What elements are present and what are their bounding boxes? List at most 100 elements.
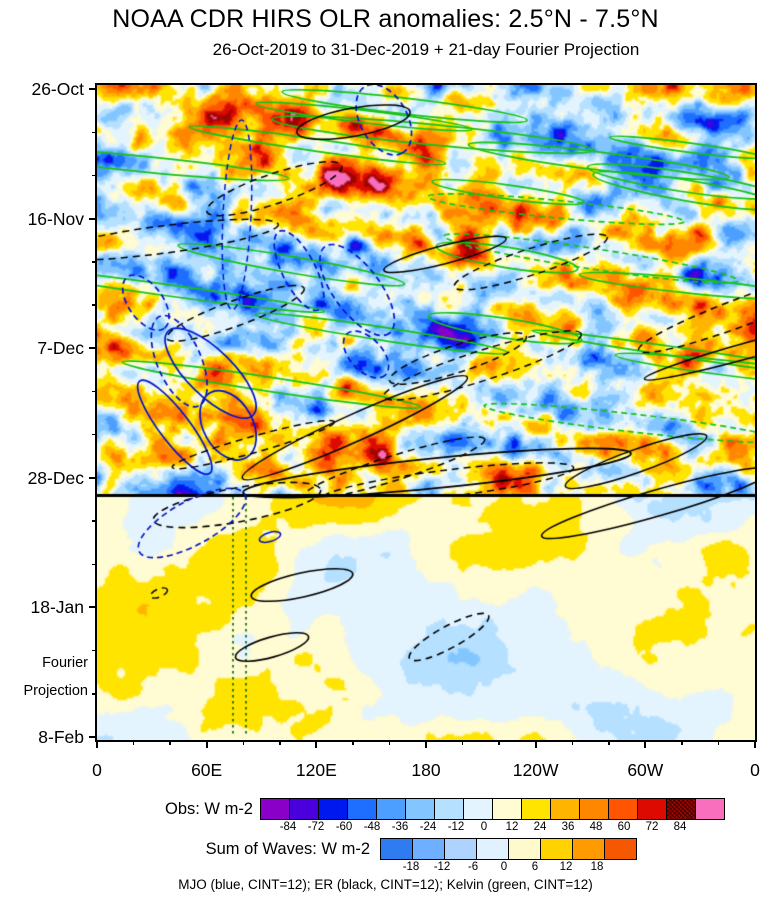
colorbar-tick-label: -12 (447, 821, 465, 833)
colorbar-label: Obs: W m-2 (164, 800, 253, 818)
colorbar-tick-label: -36 (391, 821, 409, 833)
x-axis-longitude-label: 60E (191, 760, 223, 780)
x-minor-tick (132, 740, 135, 745)
colorbar-segment (696, 799, 724, 819)
x-major-tick (96, 740, 98, 748)
x-minor-tick (608, 740, 610, 745)
colorbar-tick-label: 60 (617, 821, 631, 833)
colorbar-tick-label: -12 (433, 861, 451, 873)
colorbar-tick-label: 36 (561, 821, 575, 833)
y-major-tick (89, 476, 97, 479)
colorbar-segment (381, 839, 413, 859)
colorbar-segment (573, 839, 605, 859)
y-minor-tick (92, 304, 97, 306)
x-axis-longitude-label: 180 (411, 760, 441, 780)
colorbar-segment (377, 799, 406, 819)
colorbar-tick-label: -48 (363, 821, 381, 833)
colorbar-segment (667, 799, 696, 819)
y-minor-tick (92, 649, 97, 652)
x-major-tick (205, 740, 208, 748)
colorbar-segment (551, 799, 580, 819)
colorbar-segment (435, 799, 464, 819)
colorbar-segment (261, 799, 290, 819)
x-minor-tick (717, 740, 720, 745)
x-axis-longitude-label: 0 (750, 760, 760, 780)
y-axis-date-label: 7-Dec (37, 338, 84, 359)
colorbar-segment (541, 839, 573, 859)
y-major-tick (89, 347, 97, 350)
x-major-tick (754, 740, 756, 748)
colorbar-segment (445, 839, 477, 859)
y-minor-tick (92, 174, 97, 177)
y-major-tick (89, 88, 97, 90)
colorbar-segment (477, 839, 509, 859)
x-minor-tick (242, 740, 245, 745)
x-minor-tick (169, 740, 171, 745)
y-axis-date-label: 26-Oct (31, 79, 84, 99)
y-axis-date-label: 18-Jan (30, 597, 84, 618)
colorbar-tick-label: 24 (533, 821, 547, 833)
y-major-tick (89, 736, 97, 738)
y-minor-tick (92, 563, 97, 565)
colorbar-tick-label: 84 (673, 821, 687, 833)
hovmoller-field-canvas (97, 85, 755, 740)
colorbar-tick-label: -72 (307, 821, 325, 833)
x-axis-longitude-label: 0 (92, 760, 102, 780)
colorbar-tick-label: 6 (531, 861, 539, 873)
y-minor-tick (92, 693, 97, 695)
colorbar-segment (609, 799, 638, 819)
y-axis-date-label: 28-Dec (27, 467, 84, 488)
colorbar-segment (464, 799, 493, 819)
x-minor-tick (461, 740, 464, 745)
x-major-tick (315, 740, 318, 748)
x-major-tick (534, 740, 537, 748)
page-title: NOAA CDR HIRS OLR anomalies: 2.5°N - 7.5… (112, 5, 659, 33)
colorbar-segment (638, 799, 667, 819)
y-minor-tick (92, 131, 97, 133)
colorbar-tick-label: 18 (590, 861, 604, 873)
y-axis-date-label: 8-Feb (38, 727, 84, 747)
y-minor-tick (92, 261, 97, 263)
colorbar-tick-label: -24 (419, 821, 437, 833)
x-minor-tick (352, 740, 354, 745)
x-minor-tick (388, 740, 391, 745)
colorbar-tick-label: 0 (480, 821, 488, 833)
colorbar-tick-label: -6 (467, 861, 479, 873)
y-minor-tick (92, 433, 97, 436)
colorbar (260, 798, 725, 820)
colorbar-tick-label: 12 (559, 861, 573, 873)
colorbar-segment (493, 799, 522, 819)
x-axis-longitude-label: 120W (512, 760, 559, 780)
y-major-tick (89, 217, 97, 220)
colorbar-segment (290, 799, 319, 819)
colorbar-tick-label: -84 (279, 821, 297, 833)
y-major-tick (89, 606, 97, 609)
x-minor-tick (571, 740, 574, 745)
chart-subtitle: 26-Oct-2019 to 31-Dec-2019 + 21-day Four… (212, 40, 640, 59)
y-minor-tick (92, 520, 97, 522)
colorbar (380, 838, 637, 860)
y-minor-tick (92, 390, 97, 393)
colorbar-segment (413, 839, 445, 859)
contour-legend-caption: MJO (blue, CINT=12); ER (black, CINT=12)… (178, 877, 593, 892)
x-minor-tick (498, 740, 500, 745)
fourier-annotation-line2: Projection (23, 683, 88, 699)
x-axis-longitude-label: 120E (295, 760, 337, 780)
colorbar-tick-label: 12 (505, 821, 519, 833)
y-axis-date-label: 16-Nov (27, 208, 84, 229)
x-minor-tick (681, 740, 683, 745)
colorbar-label: Sum of Waves: W m-2 (205, 840, 370, 858)
colorbar-segment (406, 799, 435, 819)
x-major-tick (644, 740, 647, 748)
colorbar-tick-label: -18 (402, 861, 420, 873)
colorbar-tick-label: 72 (645, 821, 659, 833)
x-minor-tick (279, 740, 281, 745)
colorbar-segment (509, 839, 541, 859)
colorbar-tick-label: 48 (589, 821, 603, 833)
fourier-annotation-line1: Fourier (42, 655, 88, 671)
colorbar-segment (580, 799, 609, 819)
x-axis-longitude-label: 60W (627, 760, 664, 780)
colorbar-segment (319, 799, 348, 819)
colorbar-segment (348, 799, 377, 819)
